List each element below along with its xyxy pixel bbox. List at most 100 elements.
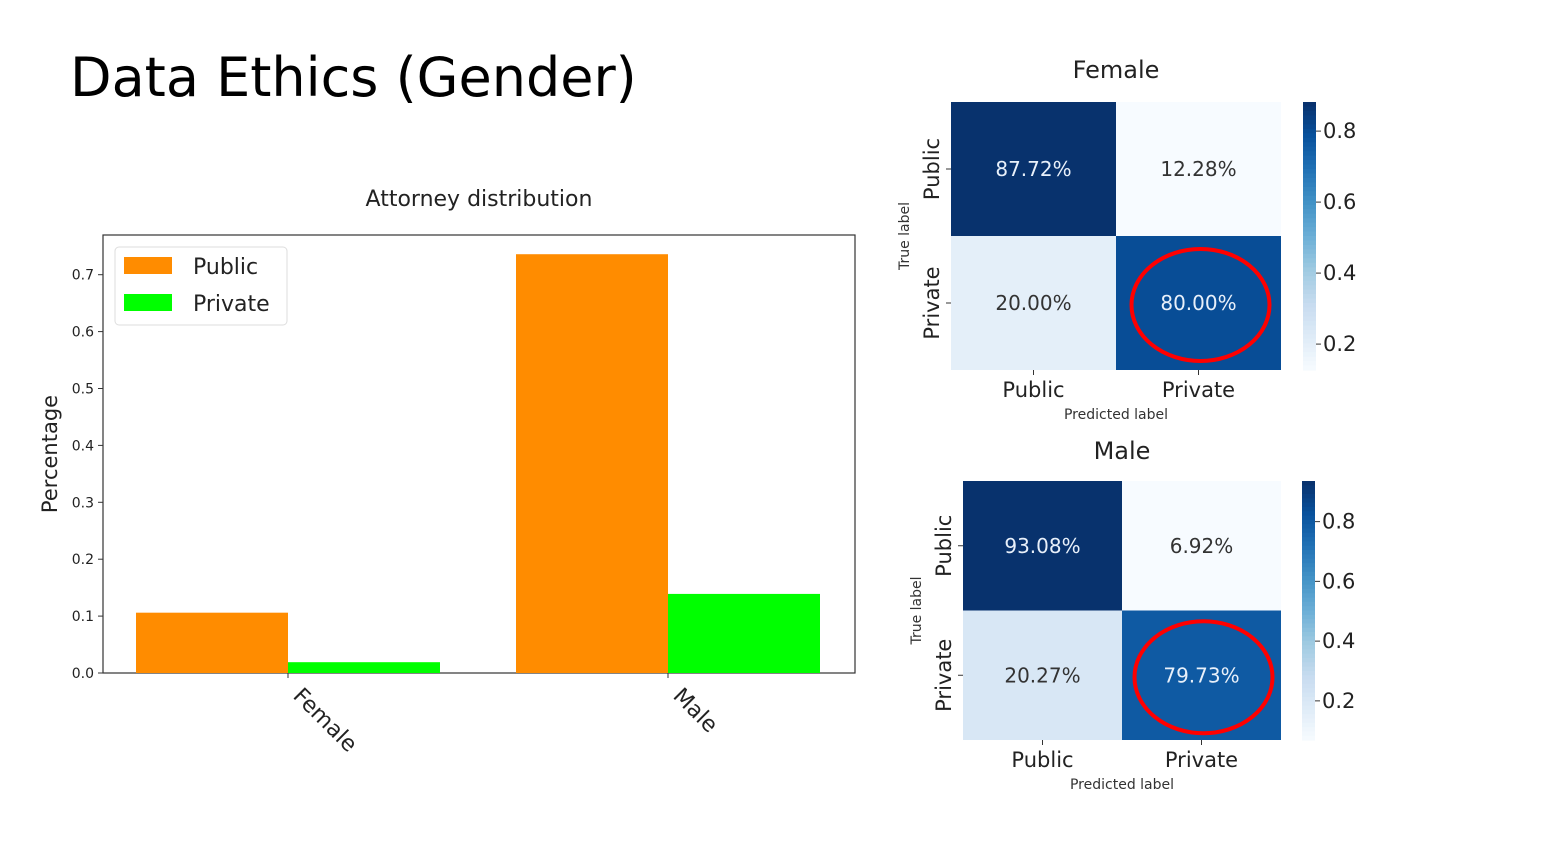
male-matrix-cell-public-private — [1122, 481, 1281, 611]
female-matrix-colorbar-segment — [1303, 352, 1316, 358]
female-matrix-colorbar-segment — [1303, 236, 1316, 242]
female-matrix-colorbar-segment — [1303, 262, 1316, 268]
female-matrix-cell-public-private — [1116, 102, 1281, 236]
male-matrix-cell-label: 20.27% — [1004, 663, 1080, 687]
female-matrix-x-tick-label: Public — [1002, 378, 1064, 402]
female-matrix-y-axis-label: True label — [897, 202, 913, 271]
chart-title: Attorney distribution — [366, 187, 593, 212]
male-matrix-colorbar-tick-label: 0.8 — [1322, 510, 1355, 534]
male-matrix-colorbar-segment — [1302, 584, 1315, 590]
male-matrix-colorbar-segment — [1302, 662, 1315, 668]
female-matrix-colorbar-segment — [1303, 307, 1316, 313]
male-matrix-colorbar-tick-label: 0.6 — [1322, 569, 1355, 593]
female-matrix-colorbar-segment — [1303, 253, 1316, 259]
male-matrix-highlight-circle — [1132, 619, 1275, 736]
female-matrix-colorbar-tick-label: 0.6 — [1323, 190, 1356, 214]
male-matrix-colorbar-segment — [1302, 627, 1315, 633]
female-matrix-colorbar-segment — [1303, 338, 1316, 344]
male-matrix-colorbar-segment — [1302, 580, 1315, 586]
male-matrix-colorbar-segment — [1302, 554, 1315, 560]
male-matrix-colorbar-segment — [1302, 532, 1315, 538]
legend-label-private: Private — [193, 292, 270, 317]
y-axis-label: Percentage — [38, 395, 62, 513]
female-matrix-colorbar-segment — [1303, 173, 1316, 179]
male-matrix-title: Male — [1094, 437, 1151, 465]
female-matrix-colorbar-segment — [1303, 204, 1316, 210]
female-matrix-colorbar-segment — [1303, 347, 1316, 353]
male-matrix-colorbar-segment — [1302, 709, 1315, 715]
female-matrix-colorbar-segment — [1303, 128, 1316, 134]
female-matrix-colorbar-segment — [1303, 218, 1316, 224]
female-matrix-colorbar-segment — [1303, 115, 1316, 121]
female-matrix-colorbar-segment — [1303, 102, 1316, 108]
female-matrix-cell-public-public — [951, 102, 1116, 236]
y-tick-label: 0.2 — [72, 552, 94, 568]
male-matrix-colorbar-segment — [1302, 666, 1315, 672]
female-matrix-colorbar-segment — [1303, 361, 1316, 367]
male-matrix-colorbar-segment — [1302, 692, 1315, 698]
female-matrix-colorbar-segment — [1303, 320, 1316, 326]
female-matrix-colorbar-segment — [1303, 244, 1316, 250]
male-matrix-colorbar-segment — [1302, 489, 1315, 495]
male-matrix-colorbar-segment — [1302, 515, 1315, 521]
male-matrix-colorbar-tick-label: 0.4 — [1322, 629, 1355, 653]
female-matrix-colorbar-segment — [1303, 155, 1316, 161]
male-matrix-colorbar-segment — [1302, 537, 1315, 543]
female-matrix-colorbar-segment — [1303, 334, 1316, 340]
female-matrix-colorbar-segment — [1303, 271, 1316, 277]
male-matrix-colorbar-segment — [1302, 735, 1315, 741]
male-matrix-colorbar-segment — [1302, 636, 1315, 642]
y-tick-label: 0.4 — [72, 438, 94, 454]
bar-male-private — [668, 593, 820, 673]
female-matrix-colorbar-segment — [1303, 213, 1316, 219]
male-matrix-colorbar-segment — [1302, 550, 1315, 555]
female-matrix-colorbar-segment — [1303, 191, 1316, 197]
female-matrix-colorbar-tick-label: 0.2 — [1323, 332, 1356, 356]
female-matrix-colorbar-segment — [1303, 298, 1316, 304]
male-matrix-colorbar-segment — [1302, 597, 1315, 603]
female-matrix-colorbar-segment — [1303, 343, 1316, 349]
male-matrix-colorbar-segment — [1302, 575, 1315, 581]
female-matrix-colorbar-tick-label: 0.8 — [1323, 119, 1356, 143]
male-matrix-colorbar-segment — [1302, 653, 1315, 659]
female-matrix-colorbar-segment — [1303, 110, 1316, 116]
female-matrix-colorbar-segment — [1303, 249, 1316, 255]
female-matrix-colorbar-segment — [1303, 227, 1316, 233]
female-matrix-colorbar-segment — [1303, 258, 1316, 264]
male-matrix-colorbar-segment — [1302, 524, 1315, 530]
female-matrix-colorbar-segment — [1303, 137, 1316, 143]
female-matrix-title: Female — [1073, 56, 1160, 84]
male-matrix-colorbar-segment — [1302, 679, 1315, 685]
female-matrix-colorbar-segment — [1303, 200, 1316, 206]
slide-title: Data Ethics (Gender) — [70, 46, 637, 109]
female-matrix-colorbar-segment — [1303, 240, 1316, 246]
male-matrix-colorbar-segment — [1302, 714, 1315, 720]
female-matrix-cell-label: 20.00% — [995, 291, 1071, 315]
female-matrix-colorbar-segment — [1303, 356, 1316, 362]
male-matrix-colorbar-segment — [1302, 696, 1315, 702]
y-tick-label: 0.3 — [72, 495, 94, 511]
female-matrix-x-axis-label: Predicted label — [1064, 407, 1168, 423]
male-matrix-colorbar-segment — [1302, 705, 1315, 711]
x-tick-label: Female — [288, 684, 362, 758]
male-matrix-colorbar-segment — [1302, 511, 1315, 517]
female-matrix-colorbar-segment — [1303, 329, 1316, 335]
female-matrix-colorbar-segment — [1303, 164, 1316, 170]
female-matrix-colorbar-segment — [1303, 146, 1316, 152]
female-matrix-colorbar-segment — [1303, 169, 1316, 175]
male-matrix-colorbar-segment — [1302, 619, 1315, 625]
male-matrix-colorbar-segment — [1302, 614, 1315, 620]
y-tick-label: 0.7 — [72, 268, 94, 284]
male-matrix-x-tick-label: Private — [1165, 748, 1238, 772]
male-matrix-colorbar-segment — [1302, 567, 1315, 573]
male-matrix-colorbar-segment — [1302, 657, 1315, 663]
male-matrix-colorbar-segment — [1302, 718, 1315, 724]
male-matrix-colorbar-segment — [1302, 640, 1315, 646]
male-matrix-colorbar-segment — [1302, 683, 1315, 689]
male-matrix-colorbar-segment — [1302, 545, 1315, 551]
male-matrix-cell-label: 93.08% — [1004, 534, 1080, 558]
male-matrix-cell-label: 79.73% — [1163, 663, 1239, 687]
legend-swatch-private — [124, 294, 172, 311]
female-matrix-colorbar-segment — [1303, 119, 1316, 125]
y-tick-label: 0.6 — [72, 325, 94, 341]
